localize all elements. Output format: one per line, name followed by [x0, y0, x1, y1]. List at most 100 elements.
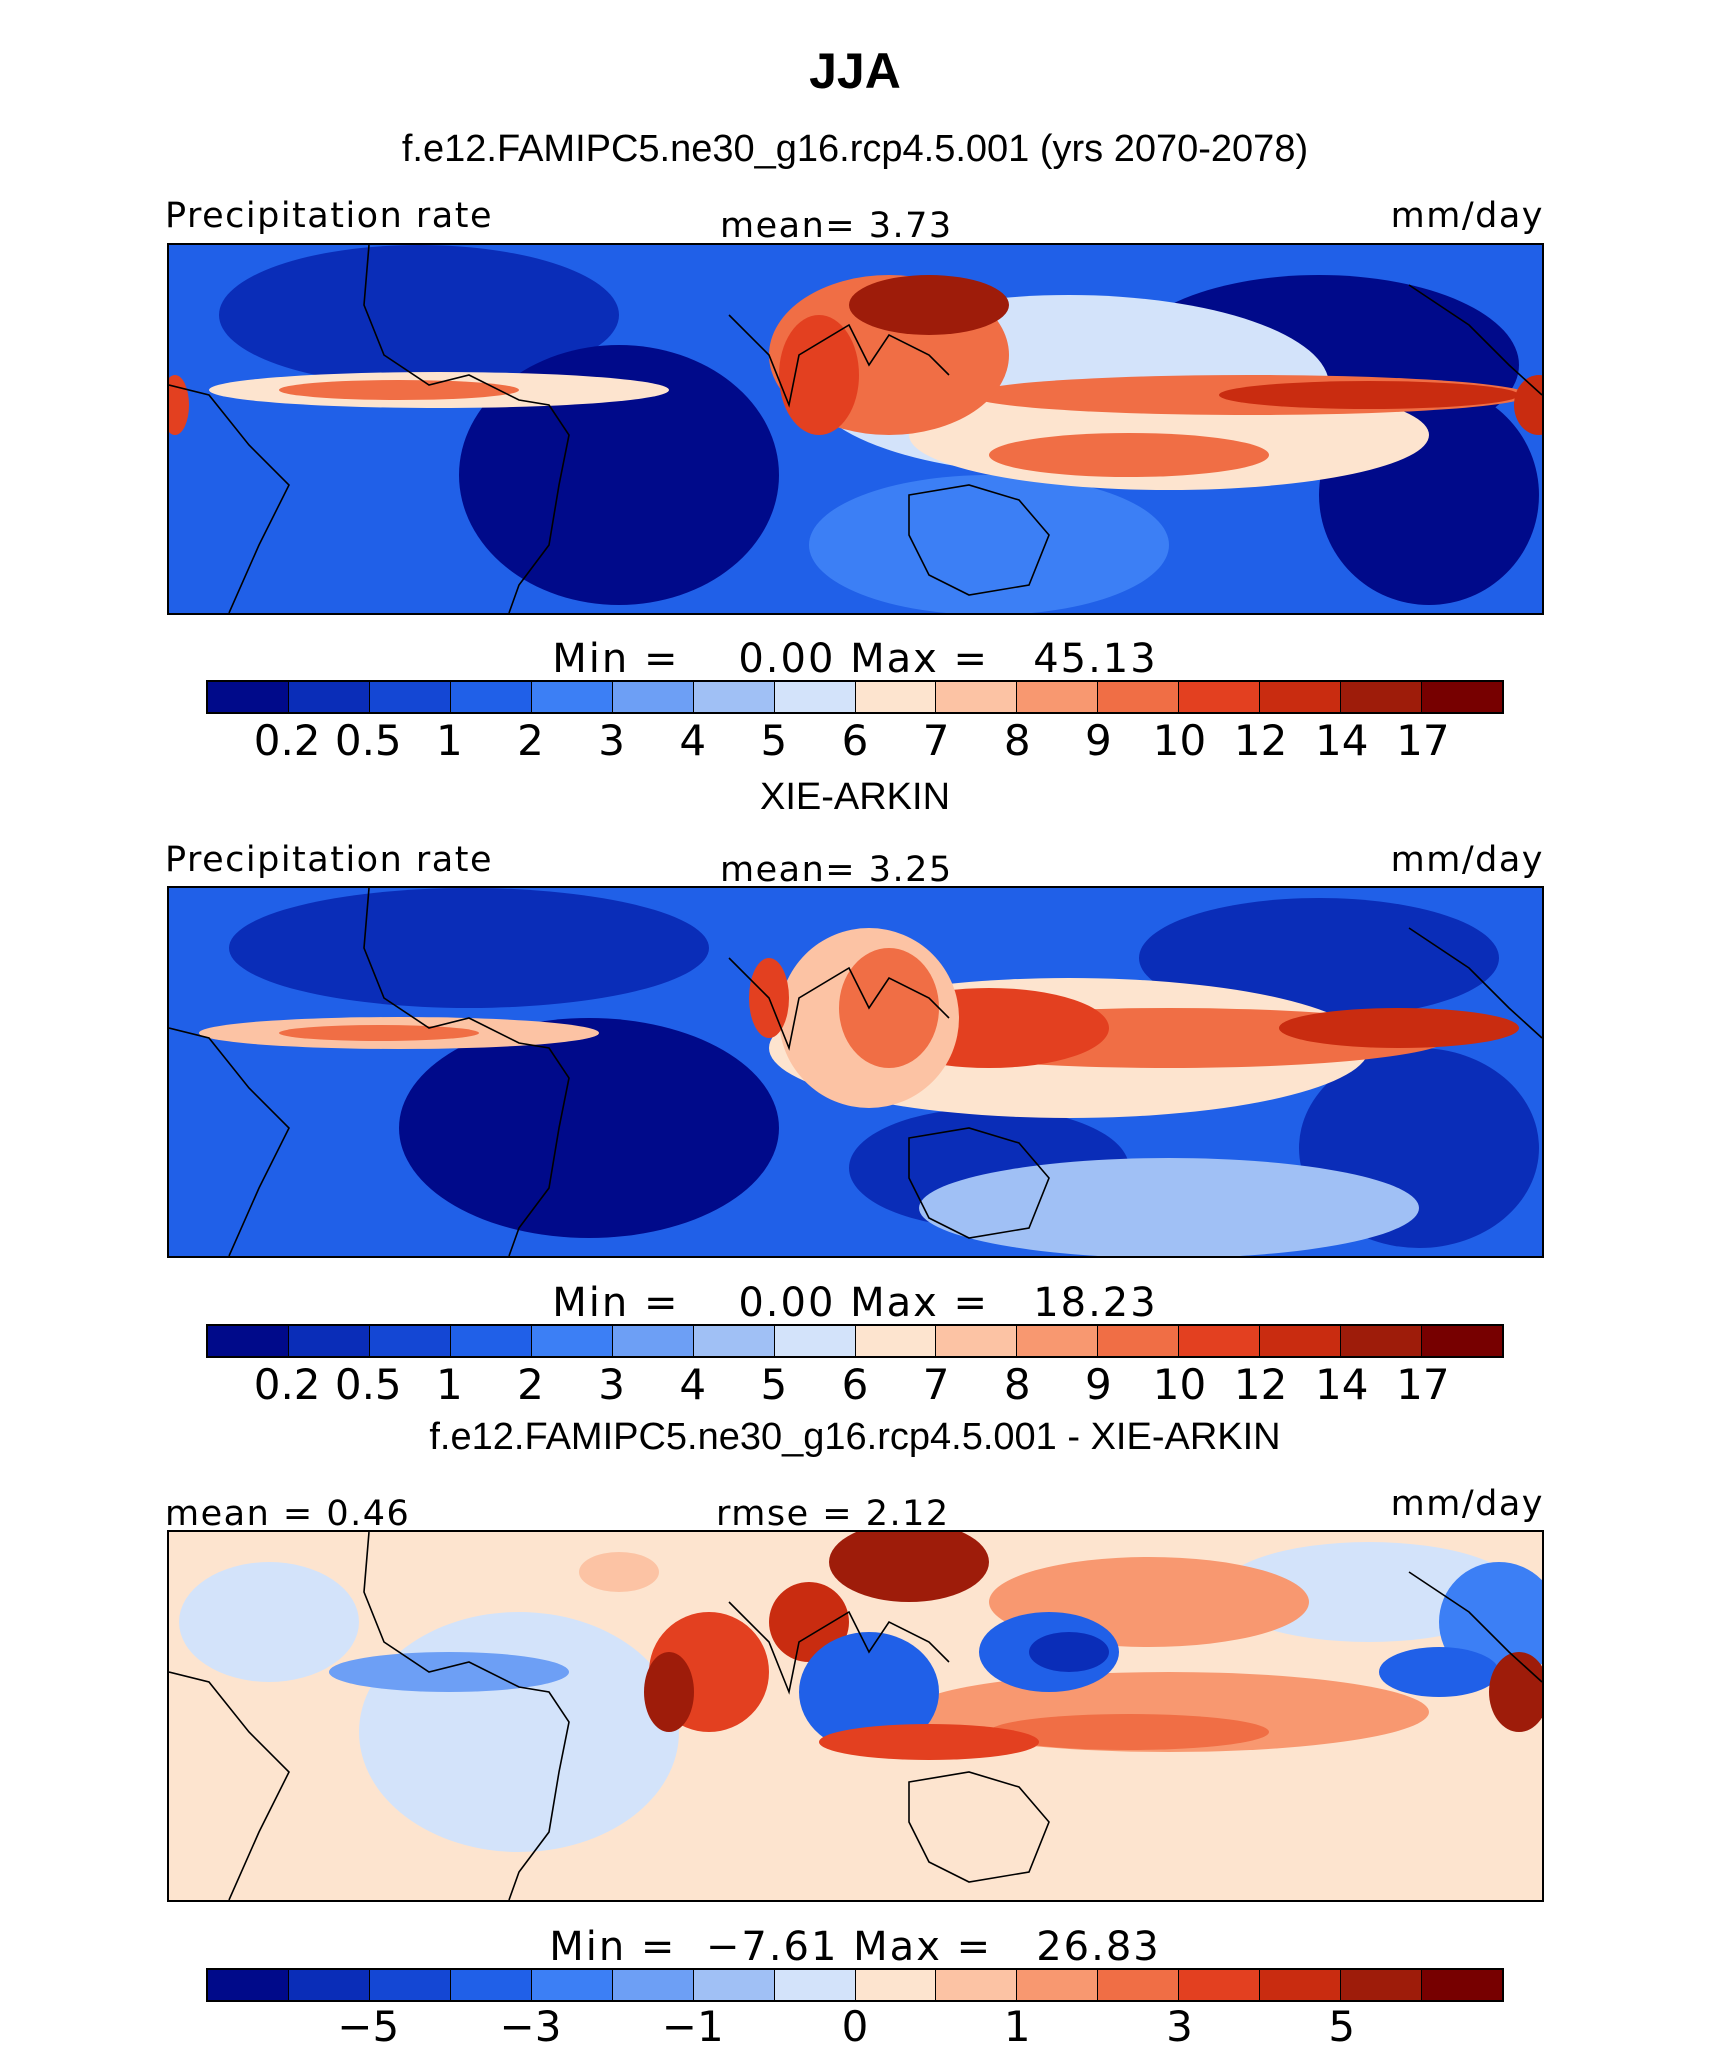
colorbar-tick-label: −5 — [337, 2002, 400, 2051]
colorbar-box — [1260, 682, 1342, 712]
colorbar-box — [855, 1326, 937, 1356]
colorbar-box — [936, 682, 1018, 712]
panel2-mean-label: mean= 3.25 — [720, 850, 953, 890]
colorbar-box — [450, 1326, 532, 1356]
colorbar-tick-label: 3 — [598, 1360, 625, 1409]
colorbar-tick-label: 6 — [841, 716, 869, 765]
panel2-min-max: Min = 0.00 Max = 18.23 — [552, 1280, 1158, 1326]
colorbar-box — [693, 682, 775, 712]
panel1-mean-label: mean= 3.73 — [720, 206, 953, 246]
colorbar-tick-label: 5 — [1328, 2002, 1356, 2051]
colorbar-tick-label: 12 — [1233, 1360, 1288, 1409]
colorbar-box — [1341, 1326, 1423, 1356]
colorbar-tick-label: 0.5 — [334, 716, 402, 765]
panel1-colorbar-ticks: 0.2 0.5 1 2 3 4 5 6 7 8 9 10 12 14 17 — [0, 716, 1710, 766]
colorbar-box — [369, 1970, 451, 2000]
figure-title: JJA — [809, 43, 901, 99]
colorbar-tick-label: 0.5 — [334, 1360, 402, 1409]
colorbar-box — [208, 682, 289, 712]
colorbar-tick-label: 8 — [1003, 1360, 1031, 1409]
panel3-colorbar — [206, 1968, 1504, 2002]
colorbar-box — [288, 1326, 370, 1356]
colorbar-box — [774, 682, 856, 712]
colorbar-box — [531, 1326, 613, 1356]
colorbar-box — [1017, 1326, 1099, 1356]
colorbar-box — [1422, 1326, 1502, 1356]
panel1-colorbar — [206, 680, 1504, 714]
colorbar-tick-label: 10 — [1152, 716, 1207, 765]
panel1-min-max: Min = 0.00 Max = 45.13 — [552, 636, 1158, 682]
colorbar-box — [1341, 682, 1423, 712]
panel2-subtitle: XIE-ARKIN — [759, 776, 951, 818]
colorbar-box — [1422, 1970, 1502, 2000]
panel2-colorbar — [206, 1324, 1504, 1358]
colorbar-tick-label: 12 — [1233, 716, 1288, 765]
colorbar-tick-label: 17 — [1396, 716, 1450, 765]
colorbar-box — [450, 682, 532, 712]
colorbar-tick-label: 9 — [1085, 1360, 1112, 1409]
panel3-map-svg — [169, 1532, 1542, 1900]
colorbar-box — [531, 682, 613, 712]
colorbar-tick-label: 2 — [517, 716, 544, 765]
panel1-units-label: mm/day — [1390, 196, 1544, 236]
colorbar-box — [693, 1970, 775, 2000]
colorbar-box — [288, 682, 370, 712]
colorbar-tick-label: 5 — [760, 716, 788, 765]
colorbar-tick-label: 9 — [1085, 716, 1112, 765]
colorbar-box — [1179, 1326, 1261, 1356]
colorbar-tick-label: 14 — [1315, 716, 1369, 765]
colorbar-tick-label: 0.2 — [253, 716, 321, 765]
panel1-variable-label: Precipitation rate — [165, 196, 493, 236]
colorbar-box — [1260, 1970, 1342, 2000]
panel2-variable-label: Precipitation rate — [165, 840, 493, 880]
colorbar-box — [1098, 1970, 1180, 2000]
colorbar-box — [531, 1970, 613, 2000]
colorbar-tick-label: −3 — [499, 2002, 562, 2051]
colorbar-box — [288, 1970, 370, 2000]
colorbar-tick-label: 7 — [922, 716, 950, 765]
panel3-map — [167, 1530, 1544, 1902]
colorbar-tick-label: 2 — [517, 1360, 544, 1409]
colorbar-box — [1422, 682, 1502, 712]
colorbar-box — [774, 1970, 856, 2000]
panel3-min-max: Min = −7.61 Max = 26.83 — [549, 1924, 1161, 1970]
colorbar-tick-label: 0.2 — [253, 1360, 321, 1409]
panel2-map — [167, 886, 1544, 1258]
colorbar-box — [612, 1326, 694, 1356]
panel3-colorbar-ticks: −5 −3 −1 0 1 3 5 — [0, 2002, 1710, 2052]
colorbar-box — [693, 1326, 775, 1356]
colorbar-tick-label: 1 — [1003, 2002, 1031, 2051]
colorbar-box — [936, 1326, 1018, 1356]
colorbar-tick-label: 6 — [841, 1360, 869, 1409]
colorbar-box — [369, 682, 451, 712]
colorbar-box — [208, 1326, 289, 1356]
colorbar-tick-label: 1 — [436, 1360, 463, 1409]
colorbar-box — [1179, 682, 1261, 712]
colorbar-box — [855, 1970, 937, 2000]
colorbar-tick-label: 0 — [841, 2002, 869, 2051]
panel3-subtitle: f.e12.FAMIPC5.ne30_g16.rcp4.5.001 - XIE-… — [429, 1416, 1281, 1458]
colorbar-tick-label: 3 — [598, 716, 625, 765]
colorbar-box — [1098, 1326, 1180, 1356]
colorbar-box — [1341, 1970, 1423, 2000]
panel3-units-label: mm/day — [1390, 1484, 1544, 1524]
colorbar-box — [612, 1970, 694, 2000]
colorbar-tick-label: 4 — [679, 1360, 707, 1409]
colorbar-tick-label: 7 — [922, 1360, 950, 1409]
colorbar-box — [1017, 682, 1099, 712]
panel2-units-label: mm/day — [1390, 840, 1544, 880]
colorbar-box — [936, 1970, 1018, 2000]
colorbar-box — [208, 1970, 289, 2000]
colorbar-box — [369, 1326, 451, 1356]
colorbar-tick-label: 10 — [1152, 1360, 1207, 1409]
colorbar-tick-label: 14 — [1315, 1360, 1369, 1409]
colorbar-box — [1017, 1970, 1099, 2000]
panel2-map-svg — [169, 888, 1542, 1256]
colorbar-tick-label: 5 — [760, 1360, 788, 1409]
colorbar-box — [450, 1970, 532, 2000]
colorbar-box — [1098, 682, 1180, 712]
colorbar-tick-label: 17 — [1396, 1360, 1450, 1409]
colorbar-tick-label: 1 — [436, 716, 463, 765]
colorbar-box — [774, 1326, 856, 1356]
panel3-mean-label: mean = 0.46 — [165, 1494, 411, 1534]
